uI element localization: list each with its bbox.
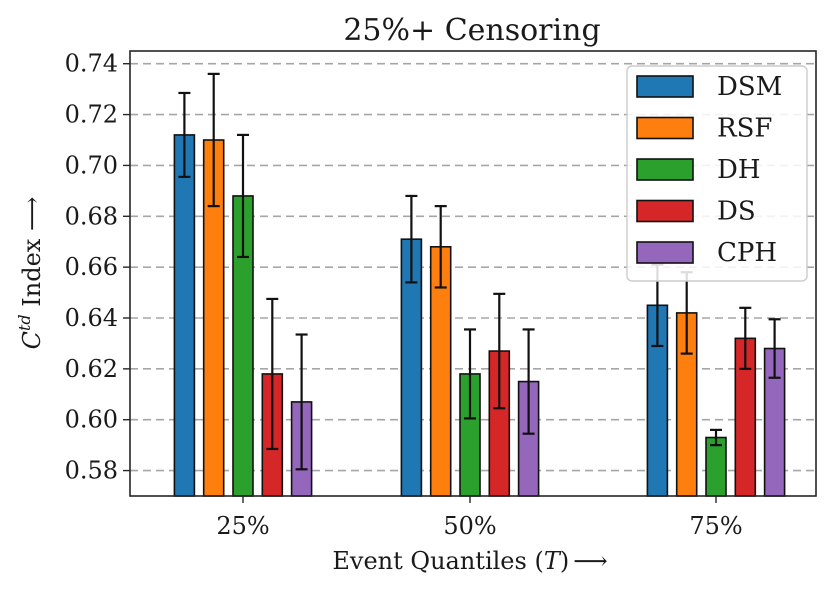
legend-label-dh: DH — [717, 155, 761, 185]
y-axis-label-base: C — [18, 331, 46, 349]
x-tick-label: 25% — [216, 512, 269, 540]
y-axis-ticks: 0.58 0.60 0.62 0.64 0.66 0.68 0.70 0.72 0.74 — [65, 50, 130, 485]
x-axis-label-prefix: Event Quantiles ( — [332, 547, 543, 575]
legend-label-dsm: DSM — [717, 72, 782, 102]
y-tick-label: 0.60 — [65, 406, 118, 434]
plot-area — [129, 50, 817, 497]
legend-swatch-rsf — [636, 116, 694, 140]
legend-swatch-dsm — [636, 75, 694, 98]
legend-label-ds: DS — [717, 197, 756, 227]
legend-label-cph: CPH — [717, 238, 777, 268]
x-axis-ticks: 25% 50% 75% — [216, 496, 743, 540]
bar-dh — [705, 436, 727, 497]
bar-dsm — [173, 134, 196, 497]
legend-items: DSM RSF DH DS CPH — [636, 72, 782, 268]
chart-title: 25%+ Censoring — [343, 13, 600, 48]
y-tick-label: 0.74 — [65, 50, 118, 78]
y-axis-label-superscript: td — [15, 314, 34, 331]
legend-swatch-cph — [636, 241, 694, 264]
bars — [173, 134, 786, 497]
x-axis-label: Event Quantiles (T) ⟶ — [332, 547, 607, 575]
y-tick-label: 0.62 — [65, 355, 118, 383]
y-tick-label: 0.64 — [65, 304, 118, 332]
legend-swatch-dh — [636, 158, 694, 181]
legend: DSM RSF DH DS CPH — [626, 65, 808, 282]
y-axis-label: Ctd Index ⟶ — [15, 197, 46, 350]
x-tick-label: 75% — [689, 512, 742, 540]
x-axis-label-variable: T — [544, 547, 562, 575]
error-bars — [178, 72, 781, 471]
y-tick-label: 0.72 — [65, 101, 118, 129]
x-axis-label-arrow: ⟶ — [573, 547, 607, 575]
y-tick-label: 0.68 — [65, 202, 118, 230]
y-tick-label: 0.66 — [65, 253, 118, 281]
legend-label-rsf: RSF — [717, 114, 772, 144]
x-axis-label-suffix: ) — [560, 547, 569, 575]
legend-swatch-ds — [636, 199, 694, 223]
y-tick-label: 0.70 — [65, 151, 118, 179]
y-axis-label-rest: Index ⟶ — [18, 197, 46, 315]
y-tick-label: 0.58 — [65, 457, 118, 485]
x-tick-label: 50% — [443, 512, 496, 540]
